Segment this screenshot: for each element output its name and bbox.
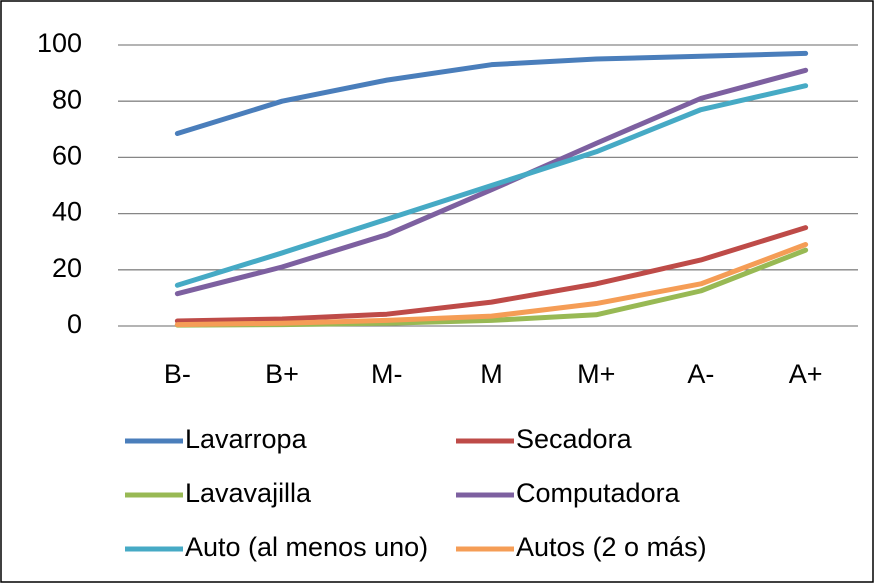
x-tick-label: A- [687,359,714,389]
legend-label: Lavavajilla [185,478,312,508]
x-tick-label: M+ [577,359,615,389]
x-tick-label: M- [371,359,402,389]
y-tick-label: 20 [52,253,82,283]
y-tick-label: 0 [67,309,82,339]
x-tick-label: B- [164,359,191,389]
legend-label: Lavarropa [185,424,308,454]
legend-label: Secadora [516,424,633,454]
legend-label: Auto (al menos uno) [185,532,428,562]
x-tick-label: B+ [265,359,299,389]
legend-label: Computadora [516,478,681,508]
x-tick-label: M [480,359,503,389]
legend-label: Autos (2 o más) [516,532,707,562]
series-line [174,83,809,288]
y-tick-label: 100 [37,28,82,58]
y-tick-label: 60 [52,141,82,171]
series-line [174,50,809,137]
y-tick-label: 80 [52,84,82,114]
y-tick-label: 40 [52,197,82,227]
x-tick-label: A+ [789,359,823,389]
series-line [174,67,809,297]
series-line [174,225,809,324]
series-line [174,242,809,328]
